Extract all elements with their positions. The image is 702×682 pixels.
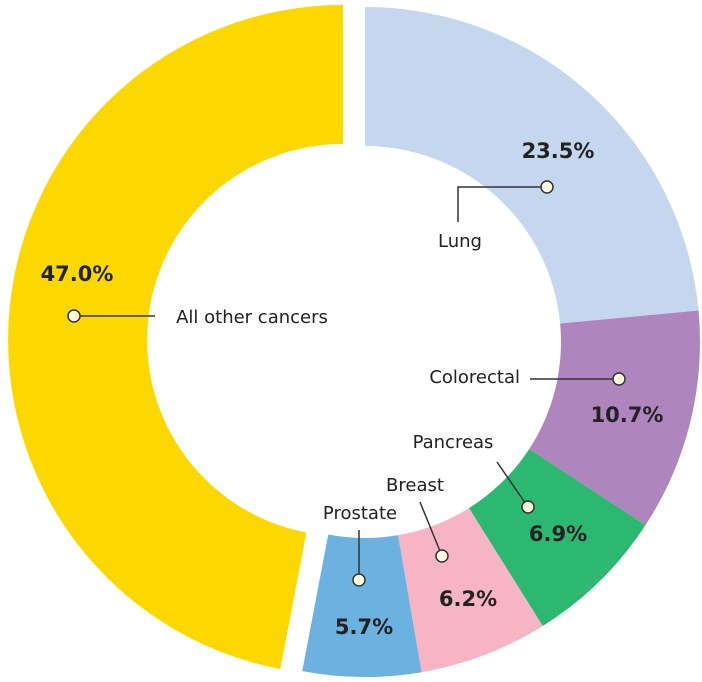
leader-dot	[352, 573, 366, 587]
donut-slice	[365, 7, 699, 324]
donut-slice	[398, 508, 543, 673]
value-label: 23.5%	[522, 139, 595, 163]
value-label: 6.2%	[439, 587, 497, 611]
category-label: Breast	[386, 475, 444, 496]
leader-dot	[612, 372, 626, 386]
donut-slice	[468, 449, 646, 626]
leader-dot	[521, 500, 535, 514]
value-label: 5.7%	[335, 615, 393, 639]
leader-dot	[540, 180, 554, 194]
donut-slice	[302, 534, 422, 677]
leader-dot	[67, 309, 81, 323]
leader-dot	[435, 549, 449, 563]
leader-line	[496, 461, 529, 508]
value-label: 47.0%	[41, 262, 114, 286]
leader-line	[419, 501, 443, 557]
donut-slice	[8, 4, 344, 669]
donut-slice	[529, 310, 701, 526]
value-label: 10.7%	[591, 403, 664, 427]
category-label: Pancreas	[413, 432, 494, 453]
category-label: Colorectal	[429, 367, 520, 388]
value-label: 6.9%	[529, 522, 587, 546]
leader-line	[457, 186, 547, 222]
category-label: Prostate	[323, 503, 397, 524]
category-label: All other cancers	[176, 307, 328, 328]
category-label: Lung	[438, 231, 482, 252]
